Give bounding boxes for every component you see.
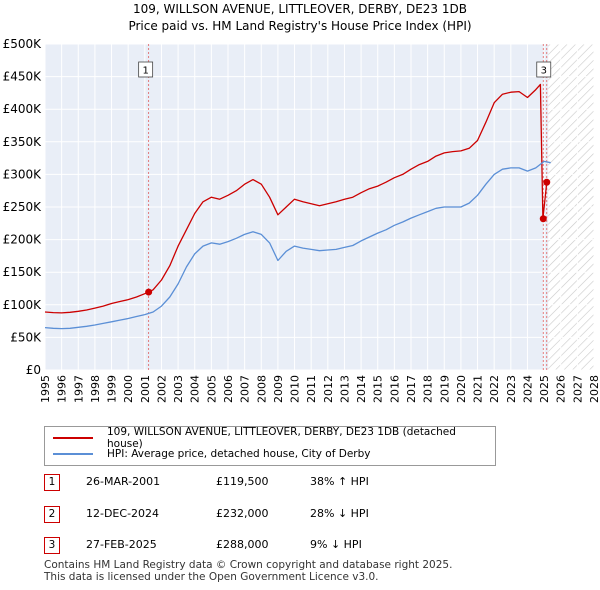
transaction-hpi-diff: 28% ↓ HPI — [310, 507, 369, 520]
y-tick-label: £100K — [3, 298, 43, 312]
x-tick-label: 1999 — [106, 375, 119, 403]
sale-2-marker — [539, 215, 547, 223]
x-tick-label: 2014 — [355, 375, 368, 403]
y-tick-label: £150K — [3, 265, 43, 279]
x-tick-label: 2026 — [555, 375, 568, 403]
x-tick-label: 2023 — [505, 375, 518, 403]
legend-item-property: 109, WILLSON AVENUE, LITTLEOVER, DERBY, … — [53, 426, 495, 450]
x-tick-label: 1996 — [56, 375, 69, 403]
x-tick-label: 2013 — [338, 375, 351, 403]
sale-3-label-box — [536, 61, 552, 78]
chart-title: 109, WILLSON AVENUE, LITTLEOVER, DERBY, … — [132, 2, 467, 16]
x-tick-label: 2008 — [255, 375, 268, 403]
transaction-date: 12-DEC-2024 — [86, 507, 160, 520]
x-tick-label: 2003 — [172, 375, 185, 403]
legend-swatch-hpi — [53, 453, 93, 455]
x-tick-label: 2004 — [189, 375, 202, 403]
x-tick-label: 2020 — [455, 375, 468, 403]
hpi-line — [44, 160, 551, 330]
y-tick-label: £200K — [3, 233, 43, 247]
x-tick-label: 2000 — [122, 375, 135, 403]
x-tick-label: 1997 — [72, 375, 85, 403]
sale-1-marker — [145, 288, 153, 296]
transaction-date: 27-FEB-2025 — [86, 538, 157, 551]
x-tick-label: 2022 — [488, 375, 501, 403]
chart-subtitle: Price paid vs. HM Land Registry's House … — [128, 19, 472, 33]
transaction-hpi-diff: 38% ↑ HPI — [310, 475, 369, 488]
x-tick-label: 2028 — [588, 375, 600, 403]
y-tick-label: £500K — [3, 37, 43, 51]
y-tick-label: £400K — [3, 102, 43, 116]
x-tick-label: 2012 — [322, 375, 335, 403]
x-tick-label: 2017 — [405, 375, 418, 403]
x-tick-label: 2024 — [521, 375, 534, 403]
x-tick-label: 2011 — [305, 375, 318, 403]
x-tick-label: 2016 — [388, 375, 401, 403]
sale-1-label: 1 — [142, 66, 148, 77]
x-tick-label: 2005 — [205, 375, 218, 403]
x-tick-label: 2007 — [239, 375, 252, 403]
legend: 109, WILLSON AVENUE, LITTLEOVER, DERBY, … — [44, 426, 496, 466]
transaction-price: £119,500 — [216, 475, 269, 488]
transaction-marker-label: 3 — [44, 537, 60, 554]
transaction-marker-label: 2 — [44, 506, 60, 523]
y-tick-label: £250K — [3, 200, 43, 214]
transaction-date: 26-MAR-2001 — [86, 475, 161, 488]
footer-copyright: Contains HM Land Registry data © Crown c… — [44, 559, 453, 571]
x-tick-label: 2001 — [139, 375, 152, 403]
x-tick-label: 2002 — [155, 375, 168, 403]
x-tick-label: 2006 — [222, 375, 235, 403]
x-tick-label: 2009 — [272, 375, 285, 403]
x-tick-label: 2025 — [538, 375, 551, 403]
legend-label-property: 109, WILLSON AVENUE, LITTLEOVER, DERBY, … — [107, 426, 456, 450]
y-tick-label: £350K — [3, 135, 43, 149]
x-tick-label: 2019 — [438, 375, 451, 403]
transaction-price: £232,000 — [216, 507, 269, 520]
y-tick-label: £300K — [3, 167, 43, 181]
x-tick-label: 2018 — [422, 375, 435, 403]
legend-label-hpi: HPI: Average price, detached house, City… — [107, 448, 371, 460]
x-tick-label: 2021 — [472, 375, 485, 403]
transaction-hpi-diff: 9% ↓ HPI — [310, 538, 362, 551]
legend-swatch-property — [53, 437, 93, 439]
price-chart: 1 3 £0 £50K £100K £150K £200K £250K £300K £350K £4… — [3, 37, 600, 403]
property-price-line — [44, 83, 548, 314]
sale-3-label: 3 — [541, 66, 547, 77]
x-tick-label: 2027 — [571, 375, 584, 403]
x-tick-label: 1995 — [39, 375, 52, 403]
x-tick-label: 2015 — [372, 375, 385, 403]
sale-3-marker — [543, 178, 551, 186]
y-tick-label: £0 — [26, 363, 41, 377]
y-tick-label: £50K — [10, 330, 42, 344]
transaction-marker-label: 1 — [44, 474, 60, 491]
x-tick-label: 1998 — [89, 375, 102, 403]
footer-licence: This data is licensed under the Open Gov… — [44, 571, 379, 583]
sale-1-label-box — [138, 61, 154, 78]
y-tick-label: £450K — [3, 70, 43, 84]
x-tick-label: 2010 — [289, 375, 302, 403]
transaction-price: £288,000 — [216, 538, 269, 551]
legend-item-hpi: HPI: Average price, detached house, City… — [53, 447, 370, 461]
